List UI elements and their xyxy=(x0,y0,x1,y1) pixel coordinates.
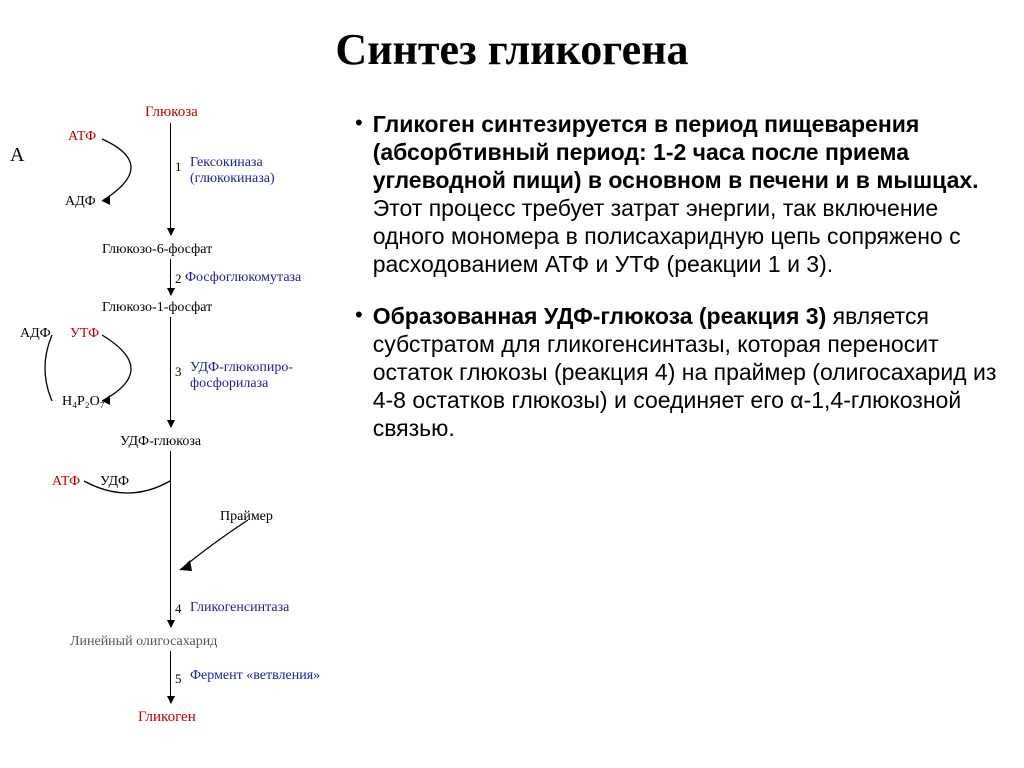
pathway-diagram: А Глюкоза Глюкозо-6-фосфат Глюкозо-1-фос… xyxy=(10,105,340,725)
label-utp: УТФ xyxy=(70,327,99,341)
paragraph-2-text: Образованная УДФ-глюкоза (реакция 3) явл… xyxy=(373,302,1005,442)
enzyme-3-sub: фосфорилаза xyxy=(190,376,268,391)
para1-rest: Этот процесс требует затрат энергии, так… xyxy=(373,195,961,277)
node-glucose: Глюкоза xyxy=(145,105,198,120)
enzyme-1: Гексокиназа (глюкокиназа) xyxy=(190,155,275,187)
step-2: 2 xyxy=(175,272,182,285)
step-3: 3 xyxy=(175,365,182,378)
label-atp2: АТФ xyxy=(52,475,80,489)
paragraph-2: • Образованная УДФ-глюкоза (реакция 3) я… xyxy=(355,302,1005,442)
paragraph-1-text: Гликоген синтезируется в период пищеваре… xyxy=(373,110,1005,278)
node-g1p: Глюкозо-1-фосфат xyxy=(102,301,212,315)
label-adp2: АДФ xyxy=(20,327,51,341)
enzyme-3-label: УДФ-глюкопиро- xyxy=(190,360,293,375)
enzyme-3: УДФ-глюкопиро- фосфорилаза xyxy=(190,360,293,392)
para2-bold: Образованная УДФ-глюкоза (реакция 3) xyxy=(373,303,827,329)
node-linear: Линейный олигосахарид xyxy=(70,635,217,649)
node-g6p: Глюкозо-6-фосфат xyxy=(102,243,212,257)
bullet-icon: • xyxy=(355,302,363,328)
label-h4p2o7: Н₄Р₂О₇ xyxy=(62,395,105,409)
bullet-icon: • xyxy=(355,110,363,136)
enzyme-5: Фермент «ветвления» xyxy=(190,668,320,684)
body-text: • Гликоген синтезируется в период пищева… xyxy=(355,110,1005,467)
step-1: 1 xyxy=(175,160,182,173)
enzyme-1-label: Гексокиназа xyxy=(190,155,263,170)
step-4: 4 xyxy=(175,602,182,615)
enzyme-4: Гликогенсинтаза xyxy=(190,600,289,616)
step-5: 5 xyxy=(175,672,182,685)
node-glycogen: Гликоген xyxy=(138,710,196,725)
para1-bold: Гликоген синтезируется в период пищеваре… xyxy=(373,111,979,193)
enzyme-2: Фосфоглюкомутаза xyxy=(185,270,301,286)
paragraph-1: • Гликоген синтезируется в период пищева… xyxy=(355,110,1005,278)
label-atp1: АТФ xyxy=(68,130,96,144)
label-adp1: АДФ xyxy=(65,195,96,209)
node-udpglc: УДФ-глюкоза xyxy=(120,435,201,449)
label-primer: Праймер xyxy=(220,510,273,524)
label-udf: УДФ xyxy=(100,475,129,489)
enzyme-1-sub: (глюкокиназа) xyxy=(190,171,275,186)
page-title: Синтез гликогена xyxy=(0,24,1024,75)
cofactor-arcs xyxy=(10,105,340,725)
